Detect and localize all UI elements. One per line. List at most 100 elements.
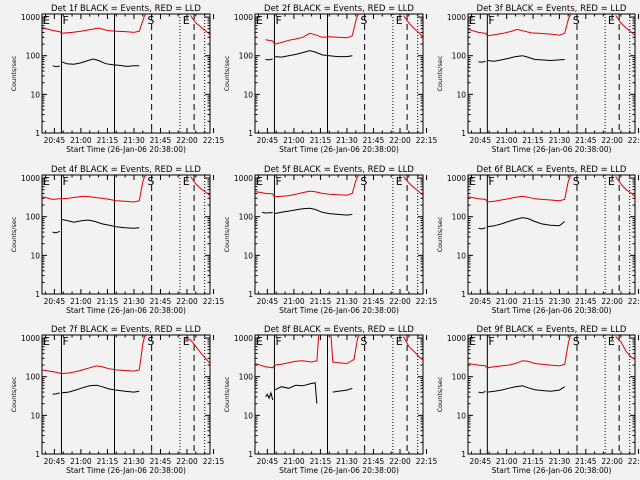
y-tick-label: 1 xyxy=(35,450,40,459)
lld-series-line xyxy=(403,176,423,196)
panel-1: Det 1f BLACK = Events, RED = LLD 1 10 100 10… xyxy=(10,4,225,154)
y-tick-label: 1 xyxy=(248,129,253,138)
marker-label: E xyxy=(256,335,263,348)
x-tick-label: 20:45 xyxy=(44,457,66,466)
x-tick-label: 20:45 xyxy=(257,136,279,145)
x-tick-label: 22:15 xyxy=(203,297,225,306)
y-tick-label: 10 xyxy=(30,251,40,260)
x-tick-label: 21:30 xyxy=(336,136,358,145)
y-axis-label: Counts/sec xyxy=(436,55,444,91)
panel-4: Det 4f BLACK = Events, RED = LLD 1 10 100 10… xyxy=(10,165,225,315)
x-tick-label: 21:00 xyxy=(283,136,305,145)
x-tick-label: 21:15 xyxy=(310,457,332,466)
x-tick-label: 21:00 xyxy=(70,297,92,306)
events-series-line xyxy=(262,211,273,214)
plot-area xyxy=(265,14,423,133)
plot-area xyxy=(42,335,210,454)
y-tick-label: 100 xyxy=(452,213,467,222)
plot-area xyxy=(468,335,635,454)
events-series-line xyxy=(478,60,486,63)
y-tick-label: 10 xyxy=(456,90,466,99)
x-tick-label: 20:45 xyxy=(469,136,491,145)
events-series-line xyxy=(274,207,353,216)
plot-frame xyxy=(467,174,636,295)
events-series-line xyxy=(478,390,486,394)
panel-title: Det 4f BLACK = Events, RED = LLD xyxy=(51,165,201,175)
plot-frame xyxy=(254,334,424,455)
y-tick-label: 1 xyxy=(461,290,466,299)
x-axis-label: Start Time (26-Jan-06 20:38:00) xyxy=(279,306,399,315)
y-axis-label: Counts/sec xyxy=(10,376,18,412)
panel-title: Det 8f BLACK = Events, RED = LLD xyxy=(264,325,414,335)
y-tick-label: 100 xyxy=(452,52,467,61)
lld-series-line xyxy=(190,176,210,197)
panel-5: Det 5f BLACK = Events, RED = LLD 1 10 100 10… xyxy=(223,165,438,315)
y-tick-label: 100 xyxy=(26,373,41,382)
marker-label: E xyxy=(256,14,263,27)
x-axis-label: Start Time (26-Jan-06 20:38:00) xyxy=(492,306,612,315)
panel-title: Det 3f BLACK = Events, RED = LLD xyxy=(477,4,627,14)
panel-title: Det 2f BLACK = Events, RED = LLD xyxy=(264,4,414,14)
x-tick-label: 22:15 xyxy=(416,136,438,145)
marker-label: E xyxy=(469,335,476,348)
x-tick-label: 22:00 xyxy=(389,136,411,145)
marker-label: E xyxy=(469,14,476,27)
marker-label: E xyxy=(43,175,50,188)
marker-label: F xyxy=(275,14,281,27)
lld-series-line xyxy=(330,335,360,365)
marker-label: F xyxy=(488,335,494,348)
y-tick-label: 10 xyxy=(456,251,466,260)
x-tick-label: 21:00 xyxy=(283,457,305,466)
y-tick-label: 1000 xyxy=(21,174,40,183)
events-series-line xyxy=(52,392,60,395)
y-tick-label: 1000 xyxy=(447,334,466,343)
marker-label: S xyxy=(360,335,367,348)
events-series-line xyxy=(274,382,318,404)
y-axis-label: Counts/sec xyxy=(10,55,18,91)
y-tick-label: 1 xyxy=(248,450,253,459)
x-tick-label: 22:15 xyxy=(203,457,225,466)
events-series-line xyxy=(52,230,60,234)
x-tick-label: 21:45 xyxy=(575,136,597,145)
x-tick-label: 21:00 xyxy=(70,136,92,145)
marker-label: F xyxy=(488,175,494,188)
x-tick-label: 22:00 xyxy=(601,297,623,306)
y-tick-label: 1 xyxy=(461,129,466,138)
y-tick-label: 100 xyxy=(452,373,467,382)
panel-title: Det 9f BLACK = Events, RED = LLD xyxy=(477,325,627,335)
events-series-line xyxy=(332,387,353,393)
events-series-line xyxy=(478,227,486,230)
lld-series-line xyxy=(42,14,147,34)
lld-series-line xyxy=(265,14,360,45)
x-tick-label: 20:45 xyxy=(469,297,491,306)
y-tick-label: 1000 xyxy=(447,174,466,183)
x-axis-label: Start Time (26-Jan-06 20:38:00) xyxy=(66,306,186,315)
marker-label: S xyxy=(360,14,367,27)
marker-label: F xyxy=(488,14,494,27)
x-tick-label: 22:15 xyxy=(628,136,640,145)
events-series-line xyxy=(487,55,565,62)
x-tick-label: 21:45 xyxy=(363,457,385,466)
panel-title: Det 5f BLACK = Events, RED = LLD xyxy=(264,165,414,175)
marker-label: S xyxy=(573,335,580,348)
x-tick-label: 21:15 xyxy=(522,457,544,466)
events-series-line xyxy=(487,217,566,228)
marker-label: F xyxy=(62,335,68,348)
panel-3: Det 3f BLACK = Events, RED = LLD 1 10 100 10… xyxy=(436,4,640,154)
y-tick-label: 1000 xyxy=(234,13,253,22)
marker-label: E xyxy=(396,14,403,27)
lld-series-line xyxy=(403,15,423,38)
y-tick-label: 1000 xyxy=(234,334,253,343)
y-tick-label: 100 xyxy=(239,213,254,222)
y-axis-label: Counts/sec xyxy=(436,376,444,412)
marker-label: F xyxy=(275,175,281,188)
panel-7: Det 7f BLACK = Events, RED = LLD 1 10 100 10… xyxy=(10,325,225,475)
y-tick-label: 10 xyxy=(243,251,253,260)
plot-area xyxy=(42,14,210,133)
x-tick-label: 21:15 xyxy=(522,297,544,306)
x-axis-label: Start Time (26-Jan-06 20:38:00) xyxy=(66,145,186,154)
marker-label: E xyxy=(396,175,403,188)
x-tick-label: 21:45 xyxy=(575,297,597,306)
lld-series-line xyxy=(468,14,573,37)
x-tick-label: 22:15 xyxy=(628,457,640,466)
